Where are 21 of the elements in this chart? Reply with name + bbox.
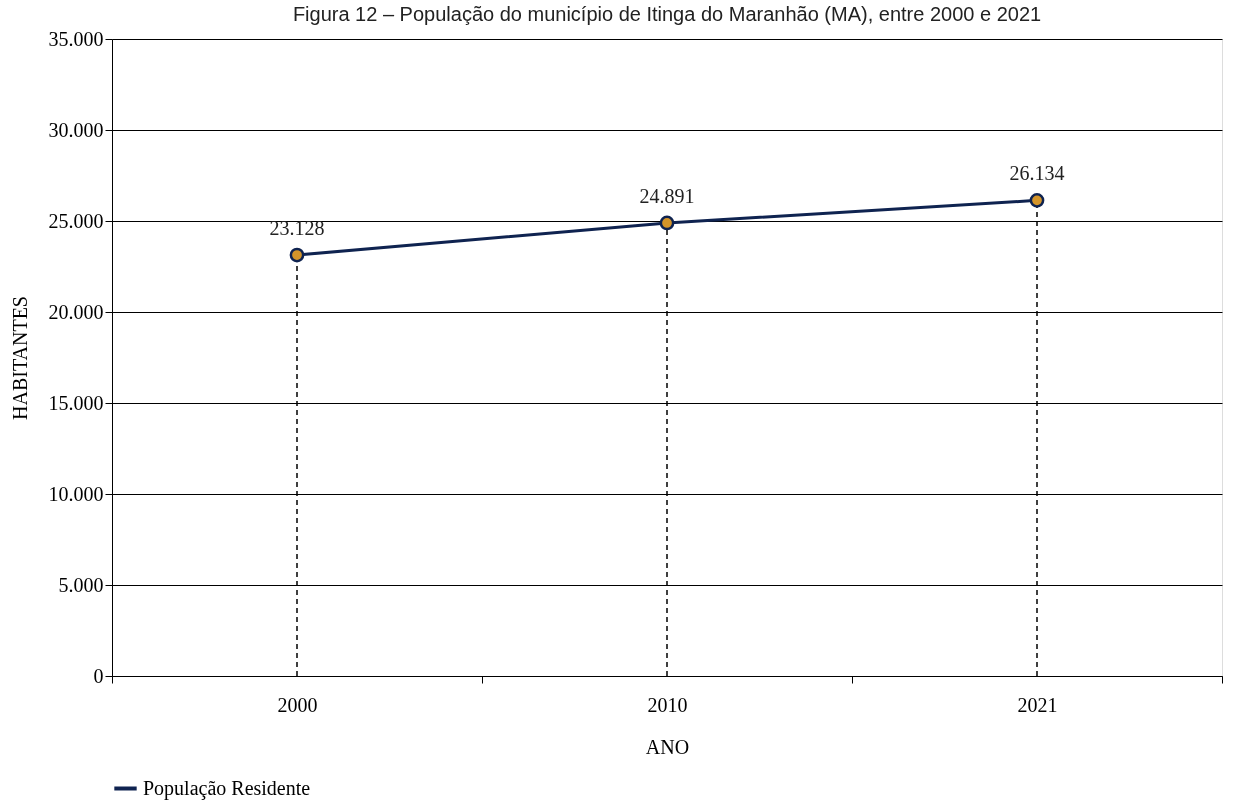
y-tick-label: 10.000 [48,482,104,505]
x-tick-label: 2000 [277,693,318,716]
chart-title: Figura 12 – População do município de Itinga do Maranhão (MA), entre 2000 e 2021 [292,3,1042,25]
text: 24.891 [639,184,695,207]
x-axis-title: ANO [645,735,690,758]
y-tick-label: 30.000 [48,118,104,141]
y-tick-label: 20.000 [48,300,104,323]
x-tick-label: 2021 [1017,693,1058,716]
text: 26.134 [1009,162,1065,185]
y-tick-label: 5.000 [58,573,104,596]
legend-label: População Residente [143,776,311,800]
point [1029,193,1045,208]
point [659,215,675,231]
y-tick-label: 0 [93,664,104,687]
y-axis-title: HABITANTES [8,296,31,420]
y-tick-label: 25.000 [48,209,104,232]
point [289,247,305,263]
text: 23.128 [269,217,325,240]
x-tick-label: 2010 [647,693,688,716]
y-tick-label: 15.000 [48,391,104,414]
y-tick-label: 35.000 [48,27,104,50]
